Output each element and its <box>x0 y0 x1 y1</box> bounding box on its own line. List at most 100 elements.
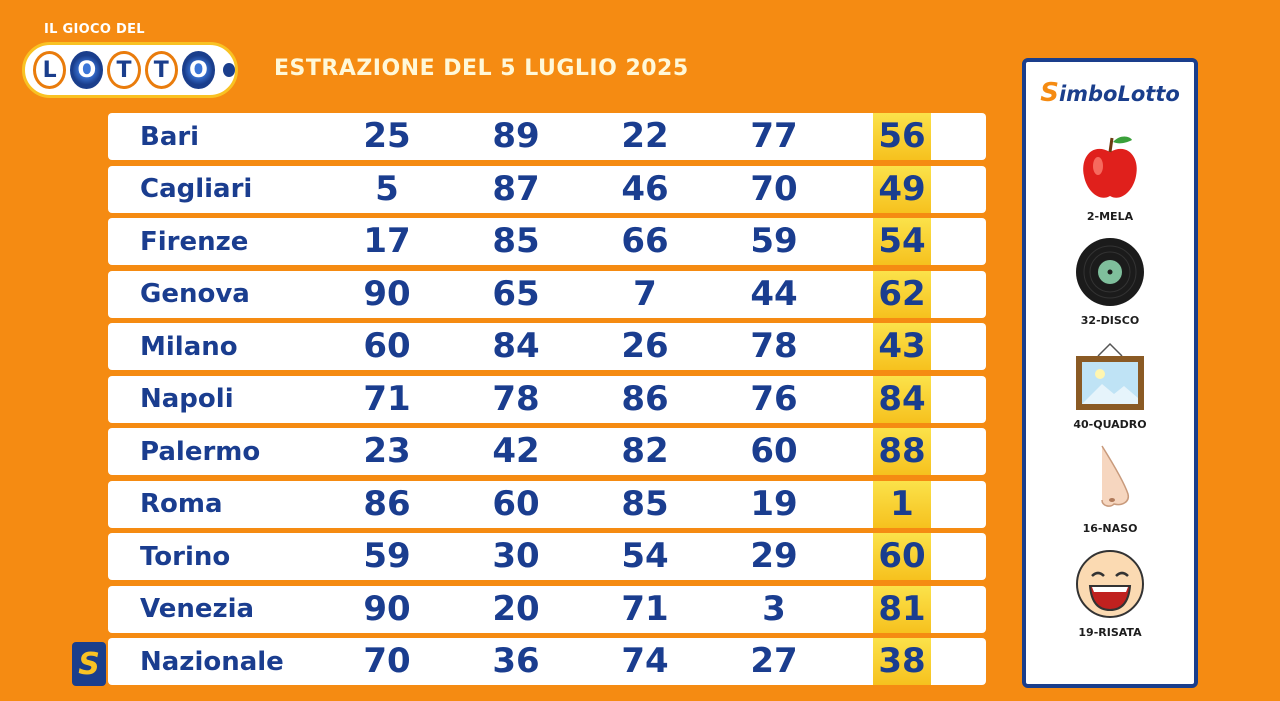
nose-icon <box>1101 445 1130 507</box>
draw-number: 70 <box>750 168 798 209</box>
symbol-item: 32-DISCO <box>1026 234 1194 327</box>
draw-number: 59 <box>363 536 411 576</box>
city-name: Torino <box>140 541 231 572</box>
table-row: Milano 60 84 26 78 43 <box>108 323 986 370</box>
draw-number: 84 <box>492 326 540 366</box>
draw-number-highlight: 60 <box>873 533 931 580</box>
city-name: Milano <box>140 331 238 362</box>
symbol-label: 2-MELA <box>1086 210 1134 223</box>
draw-number-highlight: 38 <box>873 638 931 685</box>
draw-number: 90 <box>363 588 411 629</box>
table-row: Cagliari 5 87 46 70 49 <box>108 165 986 213</box>
logo-letter: L <box>33 51 67 89</box>
laughing-face-icon <box>1076 550 1144 618</box>
draw-number: 22 <box>621 116 669 156</box>
symbol-label: 19-RISATA <box>1078 626 1142 639</box>
city-name: Firenze <box>140 226 249 257</box>
draw-number: 85 <box>621 483 669 524</box>
draw-number: 42 <box>492 431 540 471</box>
draw-number-highlight: 54 <box>873 218 931 265</box>
draw-number: 46 <box>621 168 669 209</box>
table-row: Firenze 17 85 66 59 54 <box>108 218 986 265</box>
lotto-logo: IL GIOCO DEL L O T T O <box>22 22 242 100</box>
draw-number: 71 <box>363 378 411 419</box>
table-row: Nazionale 70 36 74 27 38 <box>108 638 986 685</box>
table-row: Torino 59 30 54 29 60 <box>108 533 986 580</box>
draw-number: 26 <box>621 326 669 366</box>
logo-letter: T <box>107 51 141 89</box>
simbolotto-panel: SimboLotto 2-MELA 32-DISCO 40-QUADRO <box>1022 58 1198 688</box>
symbol-item: 16-NASO <box>1026 442 1194 535</box>
city-name: Nazionale <box>140 646 284 677</box>
city-name: Napoli <box>140 384 234 414</box>
city-name: Bari <box>140 121 200 152</box>
draw-number: 54 <box>621 536 669 576</box>
draw-number-highlight: 49 <box>873 165 931 213</box>
draw-number: 86 <box>621 378 669 419</box>
table-row: Napoli 71 78 86 76 84 <box>108 375 986 423</box>
draw-number: 27 <box>750 641 798 681</box>
symbol-label: 32-DISCO <box>1080 314 1140 327</box>
logo-letter: T <box>144 51 178 89</box>
table-row: Bari 25 89 22 77 56 <box>108 113 986 160</box>
draw-number: 5 <box>375 168 399 209</box>
draw-number: 78 <box>492 378 540 419</box>
table-row: Roma 86 60 85 19 1 <box>108 480 986 528</box>
draw-number: 3 <box>762 588 786 629</box>
draw-number-highlight: 88 <box>873 428 931 475</box>
draw-number: 78 <box>750 326 798 366</box>
draw-number: 77 <box>750 116 798 156</box>
logo-dot <box>223 63 235 77</box>
table-row: Venezia 90 20 71 3 81 <box>108 585 986 633</box>
draw-number: 29 <box>750 536 798 576</box>
draw-number: 60 <box>492 483 540 524</box>
draw-number: 59 <box>750 221 798 261</box>
draw-number-highlight: 81 <box>873 585 931 633</box>
draw-number: 71 <box>621 588 669 629</box>
draw-number: 76 <box>750 378 798 419</box>
draw-number: 44 <box>750 273 798 314</box>
draw-number: 70 <box>363 641 411 681</box>
draw-number: 60 <box>750 431 798 471</box>
apple-icon <box>1083 136 1137 198</box>
simbolotto-s-badge: S <box>72 642 106 686</box>
logo-letter: O <box>70 51 104 89</box>
symbol-label: 16-NASO <box>1082 522 1138 535</box>
draw-number: 87 <box>492 168 540 209</box>
draw-number: 60 <box>363 326 411 366</box>
logo-top-text: IL GIOCO DEL <box>44 22 145 37</box>
draw-number: 36 <box>492 641 540 681</box>
draw-number: 19 <box>750 483 798 524</box>
draw-number-highlight: 62 <box>873 270 931 318</box>
draw-number: 20 <box>492 588 540 629</box>
draw-number: 74 <box>621 641 669 681</box>
draw-number-highlight: 56 <box>873 113 931 160</box>
draw-number-highlight: 1 <box>873 480 931 528</box>
simbolotto-title: SimboLotto <box>1026 78 1194 108</box>
draw-title: ESTRAZIONE DEL 5 LUGLIO 2025 <box>274 56 689 81</box>
draw-number: 90 <box>363 273 411 314</box>
table-row: Genova 90 65 7 44 62 <box>108 270 986 318</box>
draw-number: 65 <box>492 273 540 314</box>
draw-number: 85 <box>492 221 540 261</box>
symbol-item: 2-MELA <box>1026 130 1194 223</box>
draw-number: 17 <box>363 221 411 261</box>
draw-number: 66 <box>621 221 669 261</box>
logo-pill: L O T T O <box>22 42 238 98</box>
draw-number: 86 <box>363 483 411 524</box>
symbol-item: 40-QUADRO <box>1026 338 1194 431</box>
simbolotto-title-rest: imboLotto <box>1058 82 1180 106</box>
draw-number-highlight: 84 <box>873 375 931 423</box>
table-row: Palermo 23 42 82 60 88 <box>108 428 986 475</box>
simbolotto-title-s: S <box>1040 78 1059 108</box>
draw-number: 23 <box>363 431 411 471</box>
draw-number-highlight: 43 <box>873 323 931 370</box>
results-table: Bari 25 89 22 77 56 Cagliari 5 87 46 70 … <box>108 113 986 691</box>
vinyl-record-icon <box>1076 238 1144 306</box>
draw-number: 30 <box>492 536 540 576</box>
draw-number: 25 <box>363 116 411 156</box>
logo-letter: O <box>181 51 216 89</box>
framed-picture-icon <box>1076 342 1144 410</box>
city-name: Roma <box>140 489 223 519</box>
symbol-item: 19-RISATA <box>1026 546 1194 639</box>
